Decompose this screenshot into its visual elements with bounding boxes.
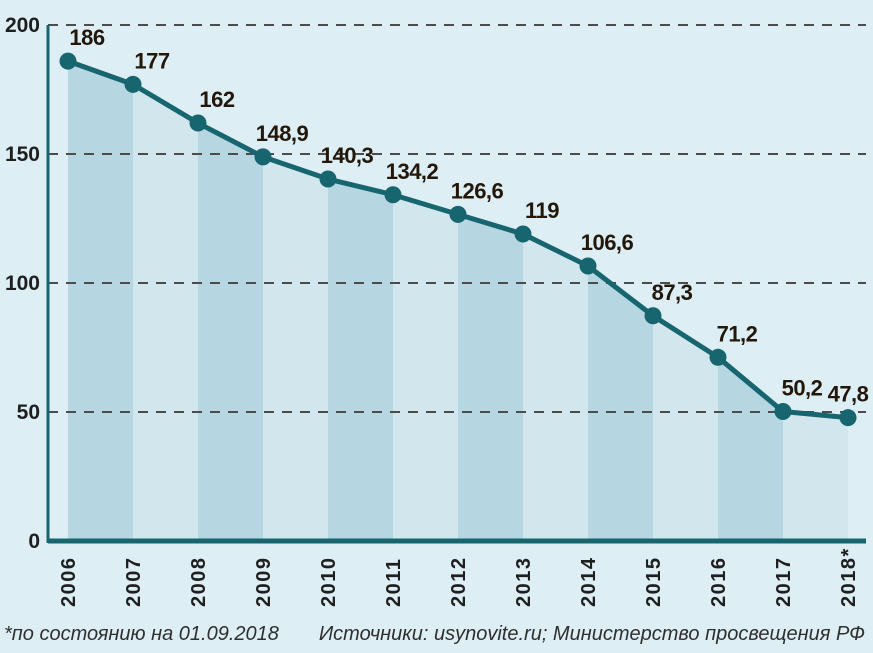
data-point-marker — [774, 402, 792, 420]
data-point-marker — [514, 225, 532, 243]
x-axis-year-label: 2016 — [708, 557, 730, 608]
value-label: 148,9 — [256, 121, 309, 146]
area-band — [523, 233, 588, 542]
value-label: 47,8 — [828, 382, 869, 407]
area-band — [198, 123, 263, 541]
declining-trend-area-chart: 186 177 162 148,9 140,3 134,2 126,6 119 106,6 87,… — [5, 14, 869, 608]
area-band — [783, 411, 848, 541]
value-label: 87,3 — [652, 280, 693, 305]
footnote-note: *по состоянию на 01.09.2018 — [4, 623, 279, 645]
data-point-marker — [709, 348, 727, 366]
value-label: 162 — [199, 87, 234, 112]
data-point-marker — [319, 170, 337, 188]
x-axis-year-label: 2008 — [188, 557, 210, 608]
x-axis-year-label: 2014 — [578, 557, 600, 608]
data-point-marker — [124, 75, 142, 93]
y-axis-tick-label: 100 — [5, 272, 40, 295]
data-point-marker — [189, 114, 207, 132]
x-axis-year-label: 2006 — [58, 557, 80, 608]
area-band — [133, 84, 198, 541]
data-point-marker — [384, 186, 402, 204]
area-band — [653, 315, 718, 541]
data-point-marker — [644, 307, 662, 325]
value-label: 140,3 — [321, 143, 374, 168]
y-axis-tick-label: 200 — [5, 14, 40, 37]
area-band — [718, 357, 783, 541]
value-label: 134,2 — [386, 159, 439, 184]
area-band — [68, 61, 133, 542]
value-label: 186 — [69, 25, 104, 50]
footnote-sources: Источники: usynovite.ru; Министерство пр… — [318, 623, 865, 645]
data-point-marker — [59, 52, 77, 70]
x-axis-year-label: 2010 — [318, 557, 340, 608]
value-label: 106,6 — [581, 230, 634, 255]
data-point-marker — [449, 205, 467, 223]
value-label: 50,2 — [782, 375, 823, 400]
x-axis-year-label: 2015 — [643, 557, 665, 608]
x-axis-year-label: 2018* — [838, 547, 860, 607]
y-axis-tick-label: 50 — [17, 401, 40, 424]
area-band — [263, 156, 328, 541]
area-band — [328, 179, 393, 541]
x-axis-year-label: 2011 — [383, 558, 405, 607]
data-point-marker — [579, 257, 597, 275]
x-axis-year-label: 2012 — [448, 557, 470, 608]
area-band — [393, 194, 458, 541]
x-axis-year-label: 2017 — [773, 557, 795, 608]
y-axis-tick-label: 150 — [5, 143, 40, 166]
data-point-marker — [254, 148, 272, 166]
x-axis-year-label: 2007 — [123, 557, 145, 608]
value-label: 177 — [134, 48, 169, 73]
value-label: 71,2 — [717, 321, 758, 346]
area-band — [588, 265, 653, 541]
value-label: 126,6 — [451, 178, 504, 203]
value-label: 119 — [525, 198, 559, 223]
x-axis-year-label: 2013 — [513, 557, 535, 608]
area-band — [458, 214, 523, 541]
data-point-marker — [839, 409, 857, 427]
y-axis-tick-label: 0 — [28, 530, 40, 553]
x-axis-year-label: 2009 — [253, 557, 275, 608]
footnote: *по состоянию на 01.09.2018 Источники: u… — [0, 617, 873, 646]
